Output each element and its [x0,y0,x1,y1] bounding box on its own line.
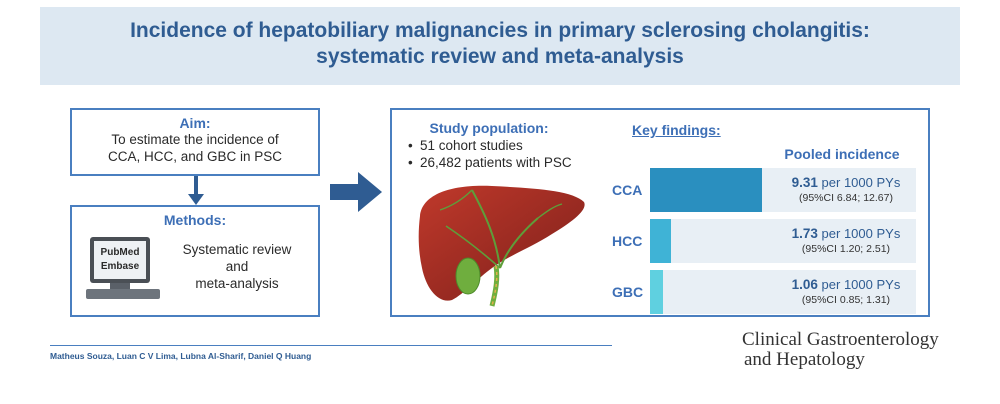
computer-icon: PubMed Embase [86,237,160,299]
incidence-value-gbc: 1.06 per 1000 PYs [776,277,916,292]
bullet-cohort-studies: 51 cohort studies [408,138,523,154]
results-box: Study population: 51 cohort studies 26,4… [390,108,930,317]
incidence-number: 1.73 [791,226,818,241]
methods-text: Systematic review and meta-analysis [172,241,302,292]
title-line-2: systematic review and meta-analysis [316,45,684,68]
row-background [650,219,916,263]
study-population-heading: Study population: [429,120,549,136]
arrow-right-icon [330,172,382,212]
screen-line-pubmed: PubMed [101,247,140,258]
incidence-unit: per 1000 PYs [817,277,901,292]
row-label-cca: CCA [612,182,643,198]
row-background [650,270,916,314]
incidence-bar-gbc [650,270,663,314]
confidence-interval-hcc: (95%CI 1.20; 2.51) [801,243,891,255]
pooled-incidence-header: Pooled incidence [784,146,900,162]
incidence-number: 1.06 [791,277,818,292]
screen-line-embase: Embase [101,261,140,272]
authors-rule [50,345,612,346]
confidence-interval-gbc: (95%CI 0.85; 1.31) [801,294,891,306]
row-label-gbc: GBC [612,284,644,300]
methods-box: Methods: PubMed Embase Systematic review… [70,205,320,317]
row-label-hcc: HCC [612,233,643,249]
aim-heading: Aim: [179,115,211,131]
key-findings-heading: Key findings: [632,122,721,138]
bullet-patients: 26,482 patients with PSC [408,155,572,171]
confidence-interval-cca: (95%CI 6.84; 12.67) [799,192,893,204]
title-line-1: Incidence of hepatobiliary malignancies … [130,19,870,42]
methods-text-line-2: and [225,259,249,274]
arrow-down-icon [188,176,204,205]
aim-line-2: CCA, HCC, and GBC in PSC [107,149,283,164]
incidence-bar-cca [650,168,762,212]
title-band: Incidence of hepatobiliary malignancies … [40,7,960,85]
incidence-unit: per 1000 PYs [817,226,901,241]
incidence-unit: per 1000 PYs [817,175,901,190]
aim-box: Aim: To estimate the incidence of CCA, H… [70,108,320,176]
methods-text-line-1: Systematic review [182,242,292,257]
methods-heading: Methods: [163,212,227,228]
journal-line-1: Clinical Gastroenterology [742,329,939,350]
incidence-number: 9.31 [791,175,818,190]
liver-illustration [418,185,585,307]
incidence-value-cca: 9.31 per 1000 PYs [776,175,916,190]
incidence-value-hcc: 1.73 per 1000 PYs [776,226,916,241]
aim-line-1: To estimate the incidence of [111,132,279,147]
incidence-bar-hcc [650,219,671,263]
authors: Matheus Souza, Luan C V Lima, Lubna Al-S… [50,351,312,361]
journal-line-2: and Hepatology [744,349,865,370]
journal-name: Clinical Gastroenterology and Hepatology [742,330,939,370]
methods-text-line-3: meta-analysis [195,276,279,291]
